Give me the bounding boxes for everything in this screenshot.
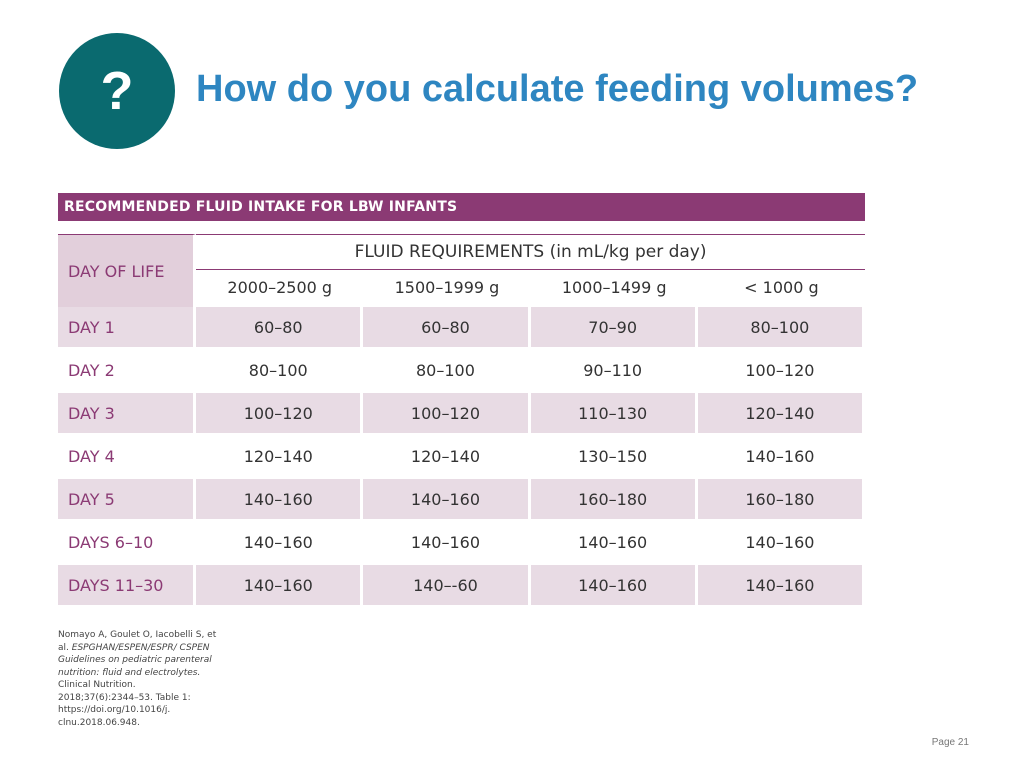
banner-spacer (58, 221, 865, 234)
table-row: DAY 4 120–140 120–140 130–150 140–160 (58, 436, 865, 479)
weight-column-header: < 1000 g (697, 270, 865, 307)
table-cell: 100–120 (697, 350, 865, 393)
table-cell: 60–80 (196, 307, 364, 350)
table-cell: 110–130 (530, 393, 698, 436)
page-number: Page 21 (931, 737, 969, 748)
table-row: DAY 3 100–120 100–120 110–130 120–140 (58, 393, 865, 436)
table-cell: 140–160 (196, 565, 364, 608)
table-cell: 120–140 (697, 393, 865, 436)
table-cell: 100–120 (363, 393, 531, 436)
day-label: DAY 1 (58, 307, 197, 350)
day-label: DAYS 6–10 (58, 522, 197, 565)
table-cell: 140–160 (530, 522, 698, 565)
table-cell: 140–160 (363, 479, 531, 522)
table-cell: 140–160 (363, 522, 531, 565)
weight-column-header: 1500–1999 g (363, 270, 531, 307)
fluid-intake-table: DAY OF LIFE FLUID REQUIREMENTS (in mL/kg… (58, 234, 865, 608)
table-cell: 130–150 (530, 436, 698, 479)
table-row: DAYS 11–30 140–160 140–-60 140–160 140–1… (58, 565, 865, 608)
citation-title: ESPGHAN/ESPEN/ESPR/ CSPEN Guidelines on … (58, 642, 212, 678)
weight-column-header: 2000–2500 g (196, 270, 364, 307)
table-cell: 80–100 (363, 350, 531, 393)
table-cell: 70–90 (530, 307, 698, 350)
table-cell: 100–120 (196, 393, 364, 436)
table-cell: 140–160 (196, 522, 364, 565)
table-row: DAYS 6–10 140–160 140–160 140–160 140–16… (58, 522, 865, 565)
table-cell: 140–160 (530, 565, 698, 608)
weight-header-row: 2000–2500 g 1500–1999 g 1000–1499 g < 10… (58, 270, 865, 307)
table-cell: 80–100 (196, 350, 364, 393)
day-of-life-header: DAY OF LIFE (58, 234, 197, 307)
table-cell: 90–110 (530, 350, 698, 393)
table-banner: RECOMMENDED FLUID INTAKE FOR LBW INFANTS (58, 193, 865, 221)
table-row: DAY 1 60–80 60–80 70–90 80–100 (58, 307, 865, 350)
table-header-row: DAY OF LIFE FLUID REQUIREMENTS (in mL/kg… (58, 234, 865, 307)
table-cell: 80–100 (697, 307, 865, 350)
table-cell: 140–160 (697, 522, 865, 565)
citation-authors: Nomayo A, Goulet O, Iacobelli S, et al. (58, 630, 217, 653)
table-row: DAY 5 140–160 140–160 160–180 160–180 (58, 479, 865, 522)
table-cell: 140–160 (697, 565, 865, 608)
table-cell: 160–180 (697, 479, 865, 522)
day-label: DAYS 11–30 (58, 565, 197, 608)
table-cell: 140–160 (697, 436, 865, 479)
question-mark-icon: ? (59, 33, 175, 149)
fluid-intake-table-panel: RECOMMENDED FLUID INTAKE FOR LBW INFANTS… (58, 193, 865, 608)
table-cell: 160–180 (530, 479, 698, 522)
weight-column-header: 1000–1499 g (530, 270, 698, 307)
slide-title: How do you calculate feeding volumes? (196, 68, 919, 110)
day-label: DAY 3 (58, 393, 197, 436)
table-cell: 60–80 (363, 307, 531, 350)
table-cell: 120–140 (196, 436, 364, 479)
day-label: DAY 4 (58, 436, 197, 479)
fluid-requirements-header: FLUID REQUIREMENTS (in mL/kg per day) (196, 234, 865, 270)
table-cell: 140–-60 (363, 565, 531, 608)
citation-source: Clinical Nutrition. 2018;37(6):2344–53. … (58, 680, 191, 728)
table-cell: 140–160 (196, 479, 364, 522)
citation: Nomayo A, Goulet O, Iacobelli S, et al. … (58, 629, 218, 729)
day-label: DAY 5 (58, 479, 197, 522)
table-row: DAY 2 80–100 80–100 90–110 100–120 (58, 350, 865, 393)
day-label: DAY 2 (58, 350, 197, 393)
table-cell: 120–140 (363, 436, 531, 479)
